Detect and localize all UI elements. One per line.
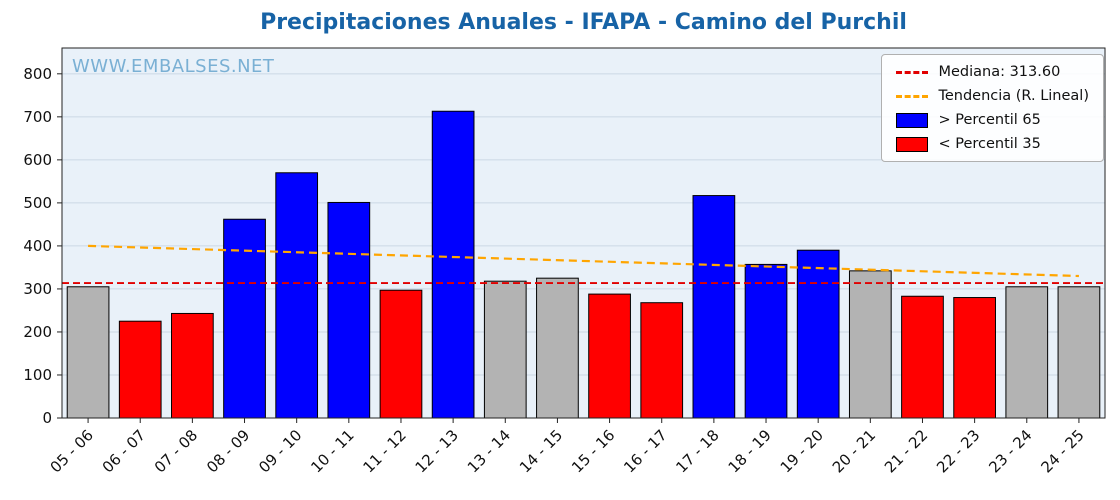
bar (588, 293, 631, 419)
y-tick-label: 200 (23, 323, 52, 341)
y-tick-label: 800 (23, 65, 52, 83)
y-tick-label: 600 (23, 151, 52, 169)
legend-item-p65: > Percentil 65 (896, 112, 1089, 128)
bar (796, 249, 840, 419)
median-line-sample (896, 70, 929, 74)
trend-line-sample (896, 94, 929, 98)
x-tick-label: 06 - 07 (99, 426, 149, 476)
legend-item-p35: < Percentil 35 (896, 136, 1089, 152)
x-tick-label: 12 - 13 (412, 426, 462, 476)
p65-sample (896, 112, 929, 128)
bar (431, 110, 475, 419)
x-tick-label: 05 - 06 (47, 426, 97, 476)
bar (692, 195, 736, 419)
x-tick-label: 15 - 16 (568, 426, 618, 476)
x-tick-label: 23 - 24 (985, 426, 1035, 476)
bar (640, 302, 684, 419)
trend-line (88, 244, 1079, 278)
x-tick-label: 14 - 15 (516, 426, 566, 476)
p35-sample (896, 136, 929, 152)
x-tick-label: 20 - 21 (829, 426, 879, 476)
x-tick-label: 24 - 25 (1037, 426, 1087, 476)
bar (275, 172, 319, 419)
legend-trend-label: Tendencia (R. Lineal) (938, 88, 1089, 104)
bar (118, 320, 162, 419)
bar (1005, 286, 1049, 419)
x-tick-label: 22 - 23 (933, 426, 983, 476)
bar (953, 297, 996, 419)
bar (379, 289, 423, 419)
legend-median-label: Mediana: 313.60 (938, 64, 1061, 80)
x-tick-label: 07 - 08 (151, 426, 201, 476)
y-tick-label: 500 (23, 194, 52, 212)
x-tick-label: 08 - 09 (203, 426, 253, 476)
bar (1057, 286, 1101, 419)
x-tick-label: 17 - 18 (672, 426, 722, 476)
bar (901, 295, 944, 419)
bar (223, 218, 266, 419)
bar (327, 201, 371, 419)
legend-p35-label: < Percentil 35 (938, 136, 1041, 152)
bar (744, 263, 788, 419)
y-tick-label: 0 (42, 409, 52, 427)
y-tick-label: 100 (23, 366, 52, 384)
legend-p65-label: > Percentil 65 (938, 112, 1041, 128)
x-tick-label: 11 - 12 (360, 426, 410, 476)
bar (848, 270, 892, 419)
bar (536, 277, 579, 419)
bar (171, 312, 214, 419)
x-tick-label: 13 - 14 (464, 426, 514, 476)
x-tick-label: 16 - 17 (620, 426, 670, 476)
y-tick-label: 300 (23, 280, 52, 298)
legend-item-median: Mediana: 313.60 (896, 64, 1089, 80)
x-tick-label: 19 - 20 (777, 426, 827, 476)
x-tick-label: 10 - 11 (307, 426, 357, 476)
legend: Mediana: 313.60 Tendencia (R. Lineal) > … (881, 54, 1104, 162)
chart-title: Precipitaciones Anuales - IFAPA - Camino… (260, 10, 907, 35)
x-tick-label: 21 - 22 (881, 426, 931, 476)
legend-item-trend: Tendencia (R. Lineal) (896, 88, 1089, 104)
watermark: WWW.EMBALSES.NET (72, 56, 275, 77)
bar (483, 280, 527, 419)
x-tick-label: 18 - 19 (725, 426, 775, 476)
plot-border (61, 47, 1106, 419)
y-tick-label: 700 (23, 108, 52, 126)
bar (66, 286, 110, 419)
y-tick-label: 400 (23, 237, 52, 255)
x-tick-label: 09 - 10 (255, 426, 305, 476)
